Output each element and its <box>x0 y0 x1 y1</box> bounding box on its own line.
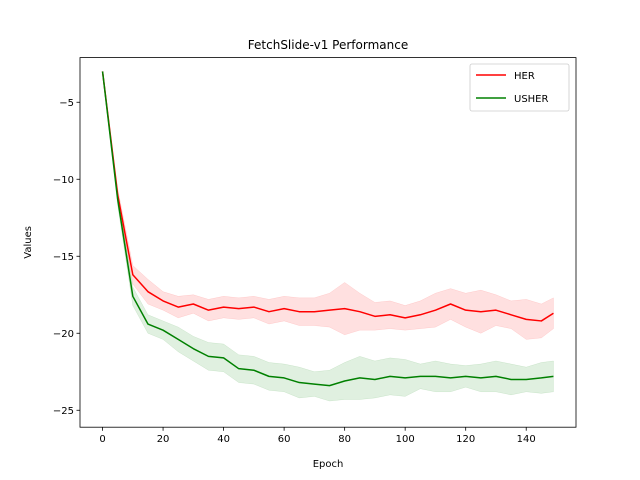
x-tick-label: 40 <box>217 434 230 445</box>
y-tick-label: −5 <box>59 98 74 109</box>
x-tick-label: 0 <box>99 434 105 445</box>
y-axis-ticks: −5 −10 −15 −20 −25 <box>53 98 80 417</box>
x-tick-label: 20 <box>157 434 170 445</box>
y-tick-label: −15 <box>53 252 74 263</box>
chart-title: FetchSlide-v1 Performance <box>248 38 408 52</box>
x-tick-label: 120 <box>456 434 475 445</box>
plot-frame <box>79 57 577 428</box>
legend-label-usher: USHER <box>514 94 549 105</box>
y-axis-label: Values <box>23 226 34 259</box>
line-her <box>101 71 554 322</box>
y-tick-label: −20 <box>53 329 74 340</box>
x-axis-label: Epoch <box>313 459 344 470</box>
x-tick-label: 140 <box>517 434 536 445</box>
y-tick-label: −25 <box>53 406 74 417</box>
y-tick-label: −10 <box>53 175 74 186</box>
legend-label-her: HER <box>514 71 535 82</box>
x-axis-ticks: 0 20 40 60 80 100 120 140 <box>99 427 536 445</box>
x-tick-label: 80 <box>338 434 351 445</box>
x-tick-label: 60 <box>278 434 291 445</box>
x-tick-label: 100 <box>396 434 415 445</box>
legend: HER USHER <box>469 63 570 112</box>
line-usher <box>101 71 554 387</box>
series-lines <box>101 71 554 387</box>
